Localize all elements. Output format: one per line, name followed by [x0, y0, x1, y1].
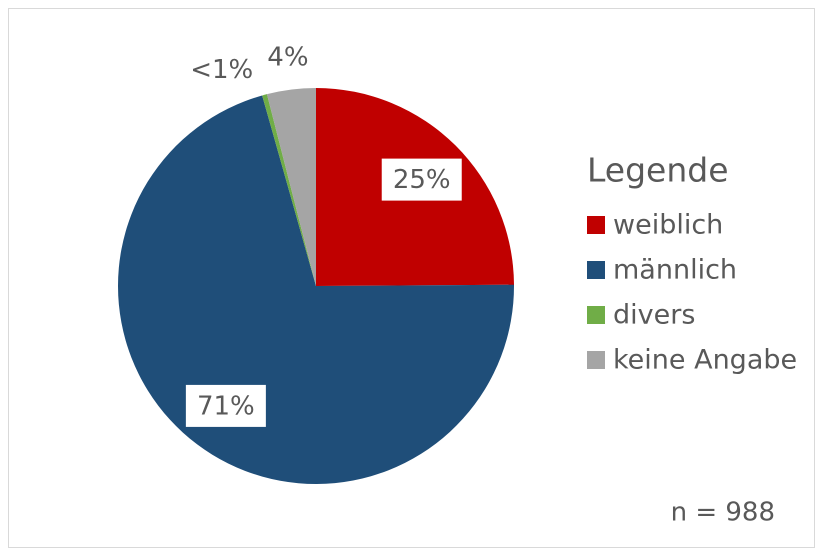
data-label: 71%	[197, 391, 255, 421]
data-label-box	[381, 158, 462, 201]
data-label-box	[185, 384, 266, 427]
legend-label: weiblich	[613, 210, 723, 241]
legend-label: keine Angabe	[613, 345, 797, 376]
data-label: 25%	[393, 165, 451, 195]
pie-slice	[266, 88, 316, 286]
legend-label: männlich	[613, 255, 737, 286]
legend-swatch	[587, 306, 605, 324]
data-label: <1%	[190, 55, 253, 85]
legend-swatch	[587, 216, 605, 234]
legend-title: Legende	[587, 151, 729, 190]
legend-swatch	[587, 261, 605, 279]
data-label: 4%	[267, 42, 308, 72]
legend-label: divers	[613, 300, 695, 331]
pie-slice	[262, 94, 316, 286]
annotation: n = 988	[671, 498, 775, 528]
legend-swatch	[587, 351, 605, 369]
